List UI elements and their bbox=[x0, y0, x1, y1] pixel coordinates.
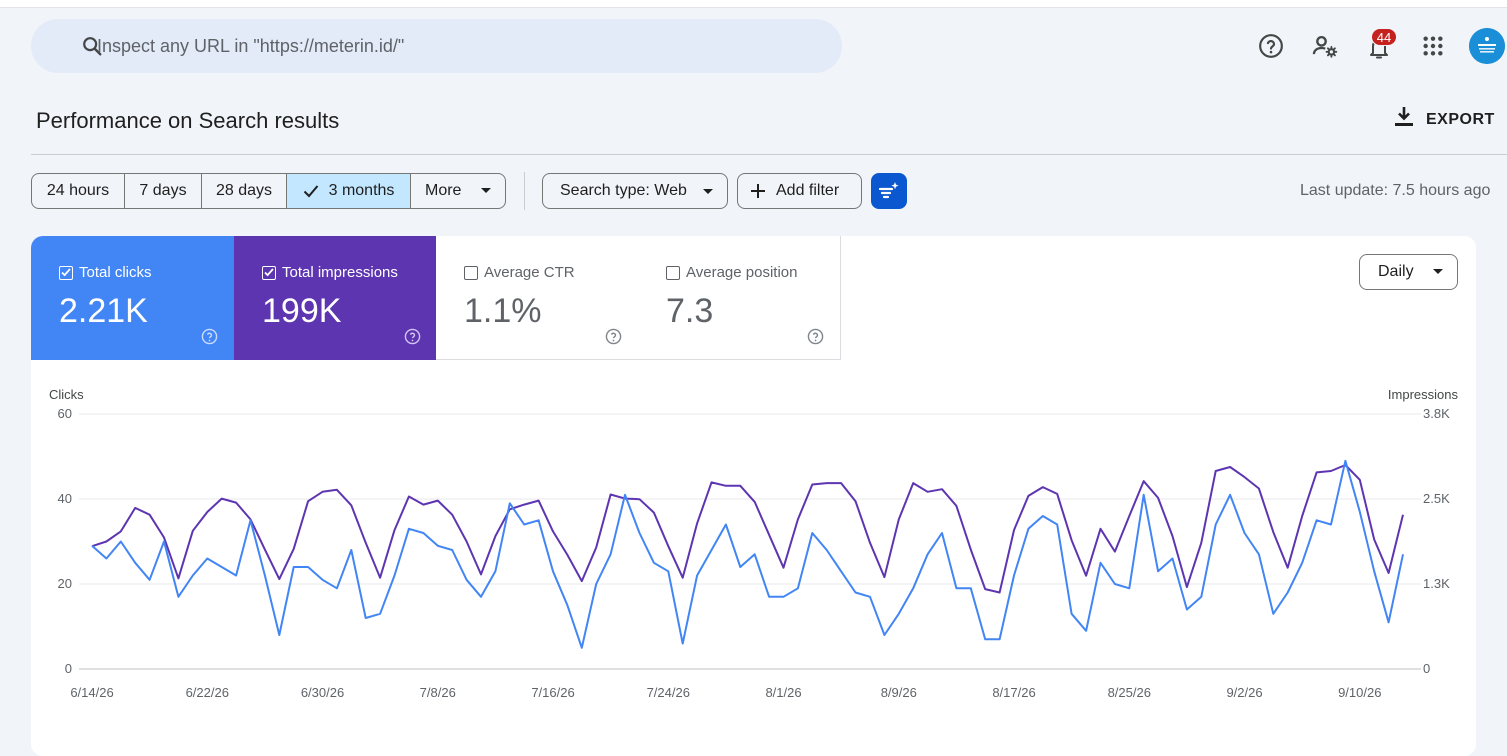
page-title: Performance on Search results bbox=[36, 108, 340, 133]
manage-users-icon[interactable] bbox=[1311, 32, 1339, 60]
help-icon[interactable] bbox=[807, 328, 824, 350]
check-icon bbox=[303, 184, 319, 198]
checkbox-unchecked-icon[interactable] bbox=[666, 265, 680, 280]
metric-label-row: Total clicks bbox=[59, 264, 152, 281]
help-icon[interactable] bbox=[605, 328, 622, 350]
x-tick-label: 6/14/26 bbox=[70, 685, 113, 700]
x-tick-label: 8/17/26 bbox=[992, 685, 1035, 700]
filter-sparkle-icon bbox=[878, 181, 900, 201]
right-tick-label: 0 bbox=[1423, 661, 1430, 676]
metric-label-row: Average CTR bbox=[464, 264, 575, 281]
range-more-dropdown[interactable]: More bbox=[411, 174, 505, 208]
x-tick-label: 9/10/26 bbox=[1338, 685, 1381, 700]
metric-average-ctr[interactable]: Average CTR 1.1% bbox=[436, 236, 639, 360]
left-tick-label: 0 bbox=[65, 661, 72, 676]
checkbox-checked-icon[interactable] bbox=[59, 265, 73, 280]
dropdown-arrow-icon bbox=[703, 189, 713, 195]
right-tick-label: 2.5K bbox=[1423, 491, 1450, 506]
export-label: EXPORT bbox=[1426, 110, 1495, 128]
left-tick-label: 60 bbox=[58, 406, 72, 421]
x-tick-label: 8/9/26 bbox=[881, 685, 917, 700]
performance-card: Total clicks 2.21K Total impressions 199… bbox=[31, 236, 1476, 756]
metric-total-clicks[interactable]: Total clicks 2.21K bbox=[31, 236, 234, 360]
right-tick-label: 3.8K bbox=[1423, 406, 1450, 421]
url-inspection-search[interactable] bbox=[31, 19, 842, 73]
metric-label: Average position bbox=[686, 264, 798, 281]
notification-count-badge: 44 bbox=[1371, 28, 1397, 46]
left-tick-label: 40 bbox=[58, 491, 72, 506]
metric-total-impressions[interactable]: Total impressions 199K bbox=[234, 236, 437, 360]
help-icon[interactable] bbox=[1257, 32, 1285, 60]
range-24-hours[interactable]: 24 hours bbox=[32, 174, 125, 208]
metric-value: 2.21K bbox=[59, 292, 148, 330]
window-top-bar bbox=[0, 0, 1507, 8]
date-range-selector: 24 hours 7 days 28 days 3 months More bbox=[31, 173, 506, 209]
x-tick-label: 8/25/26 bbox=[1108, 685, 1151, 700]
x-tick-label: 6/30/26 bbox=[301, 685, 344, 700]
export-button[interactable]: EXPORT bbox=[1394, 106, 1495, 133]
x-tick-label: 8/1/26 bbox=[765, 685, 801, 700]
dropdown-arrow-icon bbox=[1433, 269, 1443, 275]
x-tick-label: 7/16/26 bbox=[531, 685, 574, 700]
metric-value: 199K bbox=[262, 292, 342, 330]
dropdown-arrow-icon bbox=[481, 188, 492, 194]
x-tick-label: 7/8/26 bbox=[420, 685, 456, 700]
last-update-text: Last update: 7.5 hours ago bbox=[1300, 182, 1491, 199]
metric-average-position[interactable]: Average position 7.3 bbox=[638, 236, 841, 360]
range-7-days[interactable]: 7 days bbox=[125, 174, 202, 208]
chart-labels: 0 0 20 1.3K 40 2.5K 60 3.8K Clicks Impressions 6/1… bbox=[49, 387, 1459, 700]
metric-label-row: Total impressions bbox=[262, 264, 398, 281]
x-tick-label: 6/22/26 bbox=[186, 685, 229, 700]
metric-value: 7.3 bbox=[666, 292, 714, 330]
help-icon[interactable] bbox=[404, 328, 421, 350]
help-icon[interactable] bbox=[201, 328, 218, 350]
metric-label: Total clicks bbox=[79, 264, 152, 281]
metric-label: Average CTR bbox=[484, 264, 575, 281]
metric-label: Total impressions bbox=[282, 264, 398, 281]
series-line-impressions bbox=[91, 464, 1404, 594]
right-tick-label: 1.3K bbox=[1423, 576, 1450, 591]
search-type-dropdown[interactable]: Search type: Web bbox=[542, 173, 728, 209]
metric-value: 1.1% bbox=[464, 292, 542, 330]
download-icon bbox=[1394, 106, 1414, 133]
ai-filter-button[interactable] bbox=[871, 173, 907, 209]
url-inspection-input[interactable] bbox=[95, 29, 815, 63]
x-tick-label: 7/24/26 bbox=[647, 685, 690, 700]
left-axis-title: Clicks bbox=[49, 387, 84, 402]
apps-grid-icon[interactable] bbox=[1419, 32, 1447, 60]
range-3-months[interactable]: 3 months bbox=[287, 174, 411, 208]
right-axis-title: Impressions bbox=[1388, 387, 1459, 402]
metric-label-row: Average position bbox=[666, 264, 797, 281]
add-filter-button[interactable]: Add filter bbox=[737, 173, 862, 209]
checkbox-unchecked-icon[interactable] bbox=[464, 265, 478, 280]
plus-icon bbox=[750, 183, 766, 199]
left-tick-label: 20 bbox=[58, 576, 72, 591]
performance-chart: 0 0 20 1.3K 40 2.5K 60 3.8K Clicks Impressions 6/1… bbox=[49, 387, 1459, 700]
x-tick-label: 9/2/26 bbox=[1226, 685, 1262, 700]
account-avatar[interactable] bbox=[1469, 28, 1505, 64]
series-line-clicks bbox=[91, 459, 1404, 649]
chart-series bbox=[91, 459, 1404, 649]
checkbox-checked-icon[interactable] bbox=[262, 265, 276, 280]
granularity-dropdown[interactable]: Daily bbox=[1359, 254, 1458, 290]
toolbar-separator bbox=[524, 172, 525, 210]
chart-grid bbox=[79, 413, 1421, 670]
range-28-days[interactable]: 28 days bbox=[202, 174, 287, 208]
header-divider bbox=[31, 154, 1507, 155]
